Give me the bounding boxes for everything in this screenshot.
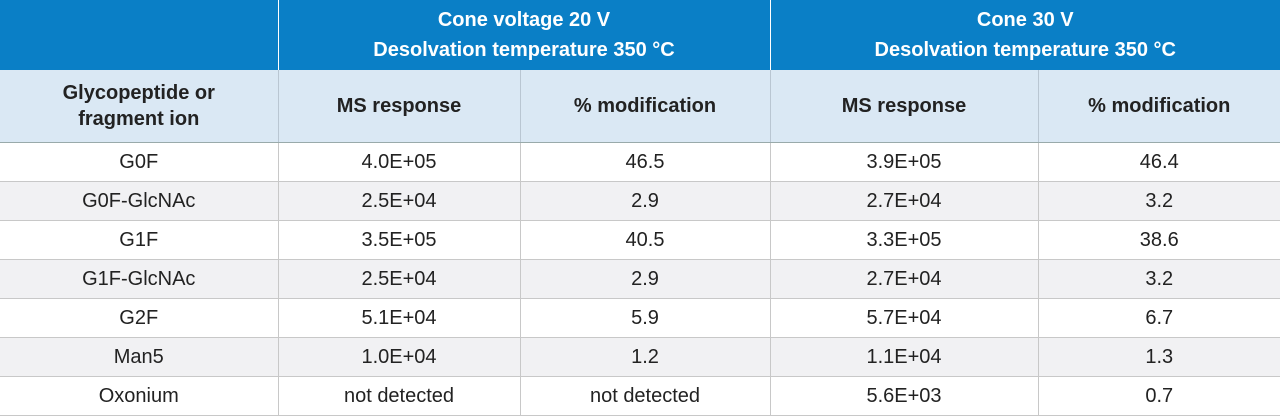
cell: 46.5 [519,142,770,182]
table-row: Man5 1.0E+04 1.2 1.1E+04 1.3 [0,337,1280,377]
row-label: G1F-GlcNAc [0,259,278,299]
column-header-row: Glycopeptide or fragment ion MS response%… [0,70,1280,143]
group-header: Cone 30 V Desolvation temperature 350 °C [769,0,1280,70]
cell: 1.2 [519,337,770,377]
cell: 5.1E+04 [277,298,520,338]
cell: 4.0E+05 [277,142,520,182]
row-label: Oxonium [0,376,278,416]
column-header-text: % modification [573,95,717,117]
cell: 3.2 [1037,181,1280,221]
row-label: G0F-GlcNAc [0,181,278,221]
cell: 2.5E+04 [277,259,520,299]
cell: 3.5E+05 [277,220,520,260]
cell: 5.6E+03 [769,376,1038,416]
column-header: MS response [277,70,520,143]
column-header: MS response [769,70,1038,143]
cell: 2.5E+04 [277,181,520,221]
table-head: Cone voltage 20 V Desolvation temperature… [0,0,1280,143]
cell: 2.9 [519,259,770,299]
table-body: G0F 4.0E+05 46.5 3.9E+05 46.4 G0F-GlcNAc 2.5E+… [0,142,1280,416]
cell: 0.7 [1037,376,1280,416]
cell: 1.3 [1037,337,1280,377]
row-label: G1F [0,220,278,260]
table-row: G1F-GlcNAc 2.5E+04 2.9 2.7E+04 3.2 [0,259,1280,299]
cell: 1.1E+04 [769,337,1038,377]
cell: 1.0E+04 [277,337,520,377]
cell: 3.3E+05 [769,220,1038,260]
table-row: G0F 4.0E+05 46.5 3.9E+05 46.4 [0,142,1280,182]
group-header-line: Desolvation temperature 350 °C [874,39,1176,61]
cell: 5.9 [519,298,770,338]
cell: 2.9 [519,181,770,221]
table-row: G1F 3.5E+05 40.5 3.3E+05 38.6 [0,220,1280,260]
column-header: % modification [1037,70,1280,143]
cell: not detected [519,376,770,416]
cell: 38.6 [1037,220,1280,260]
table-row: Oxonium not detected not detected 5.6E+03 0.… [0,376,1280,416]
cell: 5.7E+04 [769,298,1038,338]
column-header-text: MS response [841,95,967,117]
cell: 2.7E+04 [769,181,1038,221]
column-header-text: % modification [1088,95,1231,117]
cell: 46.4 [1037,142,1280,182]
cell: not detected [277,376,520,416]
column-header-text: MS response [336,95,462,117]
cell: 2.7E+04 [769,259,1038,299]
cell: 6.7 [1037,298,1280,338]
empty-corner [0,0,278,70]
row-label: Man5 [0,337,278,377]
group-header-line: Cone 30 V [976,9,1074,31]
table-row: G2F 5.1E+04 5.9 5.7E+04 6.7 [0,298,1280,338]
column-header: Glycopeptide or fragment ion [0,70,278,143]
cell: 40.5 [519,220,770,260]
row-label: G0F [0,142,278,182]
group-header-line: Cone voltage 20 V [437,9,611,31]
group-header-row: Cone voltage 20 V Desolvation temperature… [0,0,1280,70]
group-header-line: Desolvation temperature 350 °C [373,39,675,61]
cell: 3.9E+05 [769,142,1038,182]
group-header: Cone voltage 20 V Desolvation temperature… [277,0,770,70]
cell: 3.2 [1037,259,1280,299]
table-row: G0F-GlcNAc 2.5E+04 2.9 2.7E+04 3.2 [0,181,1280,221]
column-header-text: Glycopeptide or fragment ion [62,82,215,130]
row-label: G2F [0,298,278,338]
column-header: % modification [519,70,770,143]
